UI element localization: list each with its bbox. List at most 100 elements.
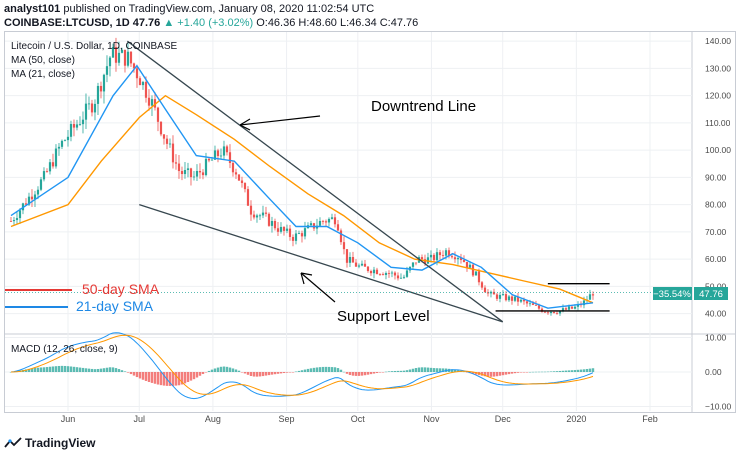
macd-histogram-bar: [51, 366, 55, 372]
macd-histogram-bar: [309, 368, 313, 372]
candle-body: [330, 217, 334, 219]
downtrend-arrow: [239, 115, 321, 126]
macd-histogram-bar: [498, 372, 502, 376]
candle-body: [561, 308, 565, 311]
macd-histogram-bar: [549, 371, 553, 372]
candle-body: [540, 308, 544, 312]
macd-histogram-bar: [108, 367, 112, 372]
price-tick-label: 90.00: [705, 172, 727, 182]
macd-histogram-bar: [396, 370, 400, 372]
sma50-label: 50-day SMA: [82, 281, 160, 297]
macd-histogram-bar: [474, 372, 478, 375]
macd-histogram-bar: [36, 367, 40, 372]
macd-histogram-bar: [153, 372, 157, 384]
macd-histogram-bar: [276, 372, 280, 374]
candle-body: [582, 300, 586, 306]
candle-body: [84, 103, 88, 120]
macd-histogram-bar: [543, 371, 547, 373]
candle-body: [54, 148, 58, 167]
candle-body: [513, 296, 517, 301]
candle-body: [489, 291, 493, 294]
macd-histogram-bar: [321, 366, 325, 372]
candle-body: [168, 143, 172, 145]
time-tick-label: Nov: [423, 414, 440, 424]
candle-body: [234, 172, 238, 175]
candle-body: [30, 196, 34, 200]
candle-body: [147, 97, 151, 106]
macd-histogram-bar: [324, 366, 328, 372]
candle-body: [462, 260, 466, 262]
candle-body: [345, 249, 349, 263]
candle-body: [225, 146, 229, 153]
macd-histogram-bar: [438, 368, 442, 372]
candle-body: [156, 107, 160, 122]
candle-body: [33, 194, 37, 200]
macd-histogram-bar: [210, 369, 214, 372]
macd-histogram-bar: [255, 372, 259, 377]
candle-body: [219, 155, 223, 157]
macd-histogram-bar: [156, 372, 160, 385]
ma21-legend: MA (21, close): [11, 69, 75, 80]
candle-body: [531, 303, 535, 305]
candle-body: [123, 49, 127, 66]
candle-body: [216, 150, 220, 157]
candle-body: [495, 294, 499, 299]
macd-histogram-bar: [591, 368, 595, 372]
macd-histogram-bar: [333, 367, 337, 372]
candle-body: [363, 263, 367, 267]
candle-body: [537, 305, 541, 309]
macd-histogram-bar: [426, 367, 430, 372]
macd-histogram-bar: [60, 365, 64, 372]
macd-histogram-bar: [237, 370, 241, 372]
macd-histogram-bar: [30, 368, 34, 372]
candle-body: [501, 294, 505, 295]
candle-body: [357, 265, 361, 267]
price-tag-text: 47.76: [699, 289, 723, 300]
candle-body: [249, 205, 253, 215]
macd-histogram-bar: [90, 368, 94, 372]
macd-histogram-bar: [57, 365, 61, 372]
time-tick-label: Sep: [279, 414, 295, 424]
macd-histogram-bar: [408, 369, 412, 372]
macd-legend: MACD (12, 26, close, 9): [11, 344, 118, 355]
macd-histogram-bar: [381, 372, 385, 373]
macd-histogram-bar: [564, 370, 568, 372]
candle-body: [393, 272, 397, 276]
macd-histogram-bar: [42, 367, 46, 372]
price-tick-label: 100.00: [705, 145, 731, 155]
price-tick-label: 60.00: [705, 254, 727, 264]
candle-body: [405, 270, 409, 277]
publication-info: analyst101 published on TradingView.com,…: [4, 3, 374, 15]
candle-body: [174, 162, 178, 164]
macd-histogram-bar: [492, 372, 496, 377]
macd-histogram-bar: [366, 372, 370, 375]
macd-histogram-bar: [411, 368, 415, 372]
author[interactable]: analyst101: [4, 3, 61, 15]
candle-body: [141, 81, 145, 86]
candle-body: [471, 264, 475, 276]
candle-body: [576, 304, 580, 307]
candle-body: [177, 163, 181, 172]
macd-histogram-bar: [432, 368, 436, 372]
macd-histogram-bar: [303, 369, 307, 372]
macd-histogram-bar: [141, 372, 145, 380]
macd-histogram-bar: [9, 372, 13, 373]
candle-body: [195, 170, 199, 177]
macd-histogram-bar: [261, 372, 265, 377]
candle-body: [57, 146, 61, 149]
candle-body: [528, 303, 532, 305]
candle-body: [138, 78, 142, 86]
tradingview-brand[interactable]: TradingView: [4, 436, 95, 450]
macd-histogram-bar: [483, 372, 487, 377]
macd-histogram-bar: [363, 372, 367, 376]
macd-histogram-bar: [114, 368, 118, 372]
candle-body: [282, 226, 286, 231]
candle-body: [564, 308, 568, 310]
macd-histogram-bar: [174, 372, 178, 386]
candle-body: [237, 174, 241, 181]
macd-histogram-bar: [105, 367, 109, 372]
support-channel-line: [139, 204, 503, 323]
downtrend-label: Downtrend Line: [371, 98, 476, 115]
candle-body: [465, 261, 469, 268]
